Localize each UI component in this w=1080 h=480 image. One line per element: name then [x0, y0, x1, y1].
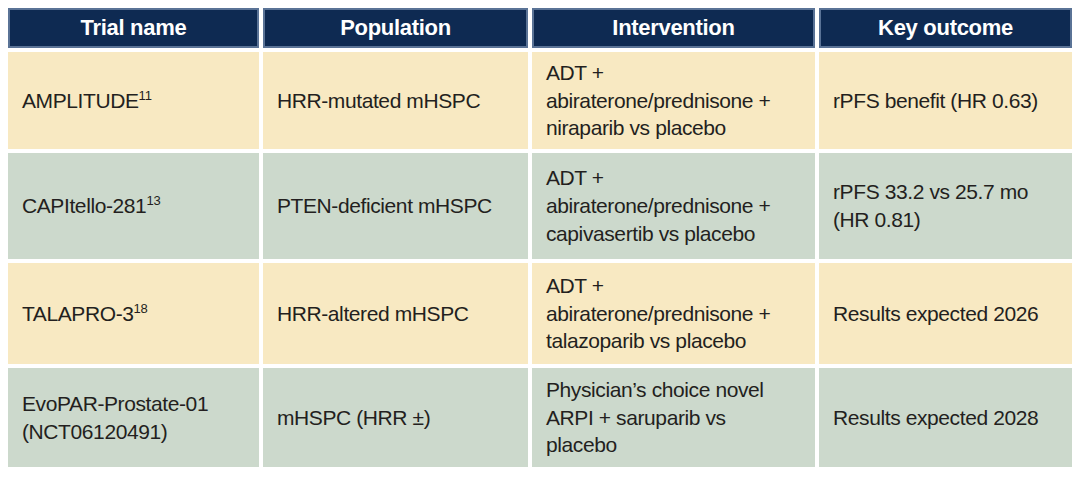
key-outcome-cell: rPFS 33.2 vs 25.7 mo (HR 0.81): [819, 153, 1072, 259]
clinical-trials-table: Trial name Population Intervention Key o…: [4, 4, 1076, 471]
trial-name-cell: CAPItello-28113: [8, 153, 259, 259]
table-row: CAPItello-28113 PTEN-deficient mHSPC ADT…: [8, 153, 1072, 259]
intervention-cell: ADT + abiraterone/prednisone + niraparib…: [532, 52, 815, 149]
trial-name: TALAPRO-3: [22, 302, 134, 325]
population-cell: HRR-mutated mHSPC: [263, 52, 528, 149]
column-header-population: Population: [263, 8, 528, 48]
population-cell: HRR-altered mHSPC: [263, 263, 528, 364]
intervention-cell: ADT + abiraterone/prednisone + capivaser…: [532, 153, 815, 259]
key-outcome-cell: Results expected 2028: [819, 368, 1072, 467]
intervention-cell: ADT + abiraterone/prednisone + talazopar…: [532, 263, 815, 364]
reference-superscript: 18: [134, 301, 148, 316]
reference-superscript: 11: [139, 88, 152, 103]
table-row: TALAPRO-318 HRR-altered mHSPC ADT + abir…: [8, 263, 1072, 364]
table-row: AMPLITUDE11 HRR-mutated mHSPC ADT + abir…: [8, 52, 1072, 149]
column-header-intervention: Intervention: [532, 8, 815, 48]
trial-name: EvoPAR-Prostate-01 (NCT06120491): [22, 392, 208, 443]
column-header-key-outcome: Key outcome: [819, 8, 1072, 48]
trial-name-cell: TALAPRO-318: [8, 263, 259, 364]
population-cell: mHSPC (HRR ±): [263, 368, 528, 467]
trial-name-cell: AMPLITUDE11: [8, 52, 259, 149]
table-row: EvoPAR-Prostate-01 (NCT06120491) mHSPC (…: [8, 368, 1072, 467]
key-outcome-cell: rPFS benefit (HR 0.63): [819, 52, 1072, 149]
trial-name: AMPLITUDE: [22, 89, 139, 112]
population-cell: PTEN-deficient mHSPC: [263, 153, 528, 259]
key-outcome-cell: Results expected 2026: [819, 263, 1072, 364]
reference-superscript: 13: [146, 193, 160, 208]
trial-name: CAPItello-281: [22, 194, 146, 217]
column-header-trial-name: Trial name: [8, 8, 259, 48]
intervention-cell: Physician’s choice novel ARPI + sarupari…: [532, 368, 815, 467]
trial-name-cell: EvoPAR-Prostate-01 (NCT06120491): [8, 368, 259, 467]
table-header-row: Trial name Population Intervention Key o…: [8, 8, 1072, 48]
